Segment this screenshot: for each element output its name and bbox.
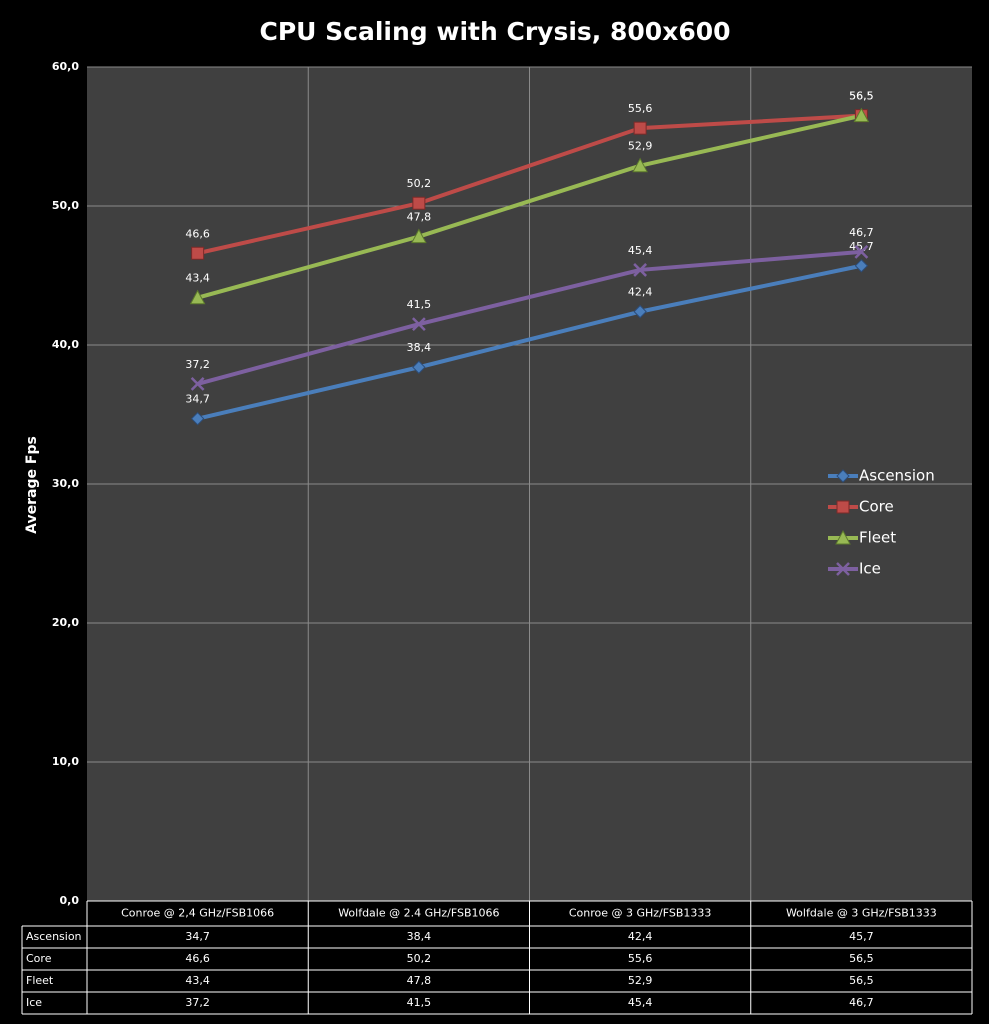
legend-marker (835, 529, 851, 545)
y-tick-label: 30,0 (52, 477, 79, 490)
marker (190, 411, 205, 426)
data-label: 56,5 (849, 90, 874, 103)
marker (191, 246, 205, 260)
table-cell: 37,2 (185, 996, 210, 1009)
table-row-label: Ascension (26, 930, 82, 943)
data-label: 45,7 (849, 240, 874, 253)
x-tick-label: Conroe @ 2,4 GHz/FSB1066 (121, 907, 274, 920)
marker (854, 259, 869, 273)
table-cell: 46,7 (849, 996, 874, 1009)
series-line (197, 113, 862, 256)
data-label: 56,5 (849, 90, 874, 103)
legend-marker (836, 500, 850, 514)
table-row-label: Fleet (26, 974, 54, 987)
table-cell: 56,5 (849, 952, 874, 965)
data-label: 41,5 (407, 298, 432, 311)
marker (411, 317, 426, 332)
marker (853, 107, 870, 123)
series-line (197, 249, 862, 386)
data-label: 46,6 (185, 227, 210, 240)
marker (412, 196, 426, 210)
series-line (197, 113, 862, 300)
data-label: 38,4 (407, 341, 432, 354)
table-cell: 47,8 (407, 974, 432, 987)
legend-marker (836, 469, 850, 483)
legend-label: Ascension (859, 467, 935, 485)
table-cell: 45,4 (628, 996, 653, 1009)
table-cell: 38,4 (407, 930, 432, 943)
table-cell: 41,5 (407, 996, 432, 1009)
table-cell: 42,4 (628, 930, 653, 943)
x-tick-label: Wolfdale @ 3 GHz/FSB1333 (786, 907, 937, 920)
x-tick-label: Wolfdale @ 2.4 GHz/FSB1066 (338, 907, 499, 920)
data-label: 37,2 (185, 358, 210, 371)
data-label: 46,7 (849, 226, 874, 239)
y-axis-label: Average Fps (24, 436, 40, 534)
table-cell: 52,9 (628, 974, 653, 987)
series-line (197, 263, 862, 421)
table-cell: 45,7 (849, 930, 874, 943)
legend-marker (836, 562, 850, 576)
table-cell: 46,6 (185, 952, 210, 965)
data-label: 43,4 (185, 272, 210, 285)
data-label: 42,4 (628, 286, 653, 299)
marker (633, 121, 647, 135)
y-tick-label: 60,0 (52, 60, 79, 73)
table-cell: 34,7 (185, 930, 210, 943)
table-cell: 55,6 (628, 952, 653, 965)
data-label: 45,4 (628, 244, 653, 257)
legend-label: Ice (859, 560, 881, 578)
y-tick-label: 50,0 (52, 199, 79, 212)
y-tick-label: 0,0 (60, 894, 80, 907)
y-tick-label: 40,0 (52, 338, 79, 351)
table-cell: 50,2 (407, 952, 432, 965)
marker (633, 263, 648, 277)
chart-title: CPU Scaling with Crysis, 800x600 (259, 17, 730, 46)
marker (411, 228, 427, 244)
data-label: 50,2 (407, 177, 432, 190)
legend-label: Core (859, 498, 894, 516)
marker (633, 304, 647, 319)
x-tick-label: Conroe @ 3 GHz/FSB1333 (569, 907, 712, 920)
y-tick-label: 10,0 (52, 755, 79, 768)
table-cell: 56,5 (849, 974, 874, 987)
data-label: 34,7 (185, 393, 210, 406)
y-tick-label: 20,0 (52, 616, 79, 629)
legend-label: Fleet (859, 529, 896, 547)
marker (190, 377, 205, 391)
data-label: 47,8 (407, 211, 432, 224)
table-row-label: Core (26, 952, 52, 965)
data-label: 55,6 (628, 102, 653, 115)
marker (412, 360, 426, 374)
data-label: 52,9 (628, 140, 653, 153)
table-cell: 43,4 (185, 974, 210, 987)
marker (854, 244, 869, 259)
marker (189, 289, 206, 305)
marker (632, 157, 648, 173)
table-row-label: Ice (26, 996, 42, 1009)
